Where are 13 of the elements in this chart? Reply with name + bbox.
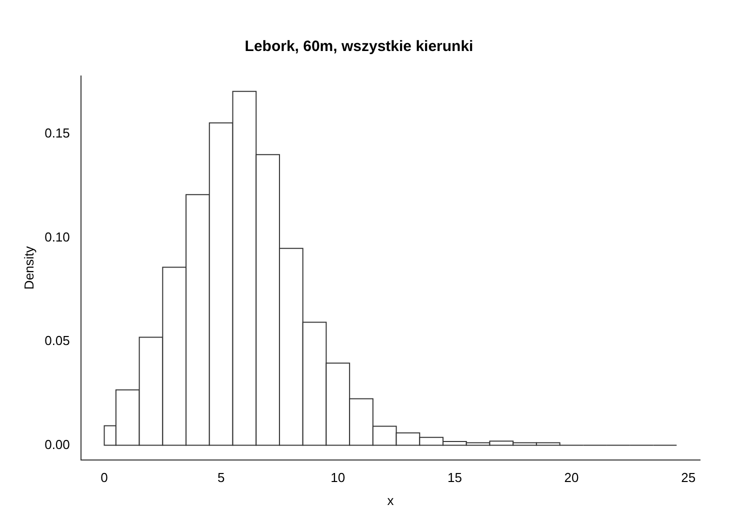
y-tick-label: 0.15 [44, 126, 70, 141]
y-tick-label: 0.05 [44, 333, 70, 348]
x-tick-label: 25 [681, 470, 696, 486]
x-tick-label: 0 [100, 470, 108, 486]
x-tick-label: 10 [330, 470, 346, 486]
x-tick-label: 5 [217, 470, 225, 486]
y-axis-title: Density [21, 246, 36, 290]
x-axis-title: x [387, 492, 394, 508]
x-tick-label: 20 [564, 470, 579, 486]
y-tick-label: 0.00 [44, 436, 70, 452]
y-tick-label: 0.10 [44, 229, 70, 244]
x-tick-label: 15 [447, 470, 462, 486]
chart-title: Lebork, 60m, wszystkie kierunki [244, 38, 474, 56]
